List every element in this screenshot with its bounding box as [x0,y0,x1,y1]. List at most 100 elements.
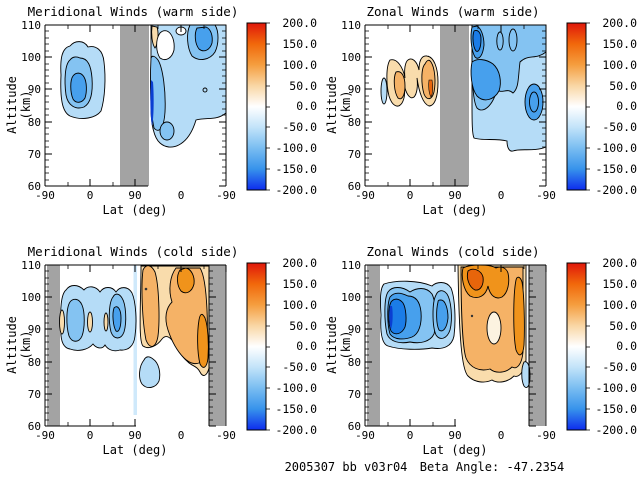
x-tick: -90 [35,429,55,442]
y-tick: 110 [21,19,41,32]
missing-data-band [120,25,149,186]
y-tick: 100 [21,291,41,304]
meridional-warm-plot [44,22,270,191]
missing-data-band [209,265,226,426]
y-tick: 60 [27,420,41,433]
panel-title: Meridional Winds (warm side) [27,4,239,19]
y-tick: 80 [347,356,361,369]
y-tick: 100 [341,291,361,304]
x-tick: 0 [177,429,185,442]
panel-meridional-warm: Meridional Winds (warm side) Altitude (k… [0,0,320,240]
zonal-cold-plot [364,262,590,431]
colorbar [246,22,270,191]
y-axis-label: Altitude (km) [5,76,33,134]
colorbar-tick: 0.0 [296,99,317,113]
x-tick: 0 [497,189,505,202]
beta-angle-text: Beta Angle: -47.2354 [419,460,565,474]
colorbar-tick: 100.0 [602,298,637,312]
y-tick: 60 [27,180,41,193]
colorbar-tick: 50.0 [609,319,637,333]
x-tick: 0 [86,189,94,202]
y-tick: 110 [21,259,41,272]
x-tick: 0 [406,189,414,202]
y-tick: 80 [347,116,361,129]
colorbar-tick: -200.0 [275,423,317,437]
y-tick: 100 [21,51,41,64]
y-tick: 90 [27,83,41,96]
colorbar-tick: -150.0 [275,402,317,416]
y-tick: 70 [347,148,361,161]
colorbar-tick: 150.0 [602,37,637,51]
colorbar-tick: 0.0 [616,339,637,353]
colorbar-tick: 100.0 [282,298,317,312]
colorbar-tick: -150.0 [275,162,317,176]
y-tick: 70 [27,388,41,401]
zonal-warm-plot [364,22,590,191]
x-tick: -90 [216,189,236,202]
x-tick: 90 [448,429,462,442]
panel-meridional-cold: Meridional Winds (cold side) Altitude (k… [0,240,320,480]
x-tick: 0 [86,429,94,442]
colorbar-tick: -200.0 [595,423,637,437]
colorbar-tick: -200.0 [275,183,317,197]
x-tick: 90 [448,189,462,202]
colorbar-tick: -150.0 [595,162,637,176]
y-tick: 90 [347,323,361,336]
panel-title: Zonal Winds (warm side) [366,4,540,19]
y-axis-label: Altitude (km) [5,316,33,374]
x-tick: -90 [536,429,556,442]
x-axis-label: Lat (deg) [422,203,488,217]
axes-cold [44,264,227,427]
colorbar-tick: 100.0 [282,58,317,72]
y-tick: 80 [27,116,41,129]
y-tick: 80 [27,356,41,369]
x-axis-label: Lat (deg) [422,443,488,457]
x-axis-label: Lat (deg) [102,203,168,217]
x-tick: 90 [128,189,142,202]
axes-warm [44,24,227,187]
colorbar-tick: -50.0 [282,360,317,374]
y-axis-label: Altitude (km) [325,316,353,374]
y-tick: 60 [347,420,361,433]
colorbar-tick: 150.0 [282,37,317,51]
y-tick: 70 [347,388,361,401]
colorbar-tick: -100.0 [595,381,637,395]
y-tick: 90 [27,323,41,336]
colorbar-tick: 100.0 [602,58,637,72]
missing-data-band [529,265,546,426]
colorbar-tick: 50.0 [609,79,637,93]
axes-warm [364,24,547,187]
colorbar-tick: 0.0 [616,99,637,113]
colorbar-tick: 0.0 [296,339,317,353]
panel-title: Zonal Winds (cold side) [366,244,540,259]
colorbar-tick: -100.0 [275,381,317,395]
y-tick: 60 [347,180,361,193]
meridional-cold-plot [44,262,270,431]
y-axis-label: Altitude (km) [325,76,353,134]
colorbar [246,262,270,431]
x-tick: 0 [177,189,185,202]
x-tick: 0 [497,429,505,442]
colorbar [566,22,590,191]
missing-data-band [367,265,380,426]
contour-regions [60,24,227,148]
colorbar-tick: 200.0 [282,256,317,270]
colorbar [566,262,590,431]
colorbar-tick: 50.0 [289,79,317,93]
colorbar-tick: 50.0 [289,319,317,333]
colorbar-tick: -200.0 [595,183,637,197]
y-tick: 110 [341,19,361,32]
y-tick: 70 [27,148,41,161]
panel-zonal-cold: Zonal Winds (cold side) Altitude (km) 11… [320,240,640,480]
x-tick: -90 [355,429,375,442]
run-id-text: 2005307 bb v03r04 [284,460,408,474]
colorbar-tick: -100.0 [275,141,317,155]
missing-data-band [440,25,469,186]
contour-regions [380,264,531,388]
x-tick: -90 [216,429,236,442]
panel-title: Meridional Winds (cold side) [27,244,239,259]
colorbar-tick: 150.0 [282,277,317,291]
y-tick: 100 [341,51,361,64]
missing-data-band [47,265,60,426]
